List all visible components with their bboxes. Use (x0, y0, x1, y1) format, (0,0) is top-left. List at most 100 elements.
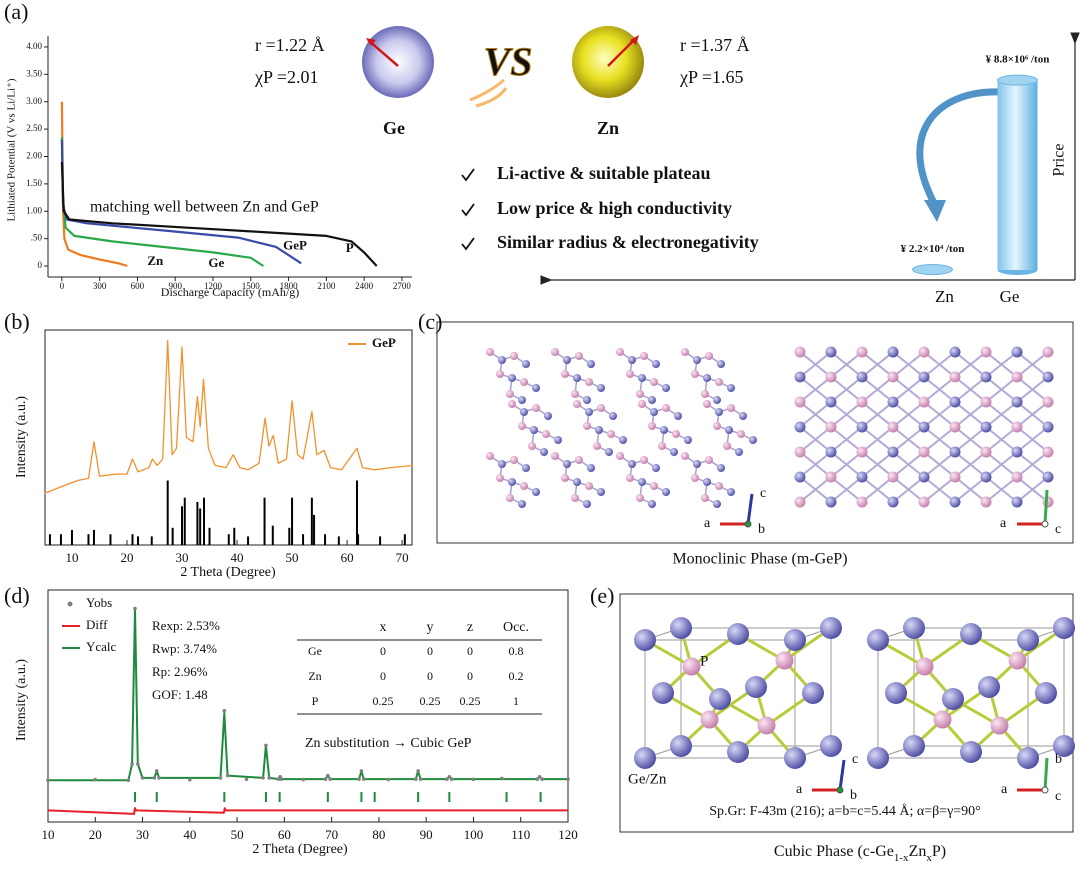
ge-atom (1011, 496, 1023, 508)
data-point (535, 777, 540, 781)
p-atom (949, 471, 961, 483)
data-point (126, 778, 131, 783)
ge-atom (563, 356, 571, 364)
arrow-head (366, 38, 376, 46)
ge-atom (794, 371, 806, 383)
ge-atom (634, 629, 656, 651)
ge-atom (518, 500, 526, 508)
ge-atom (508, 374, 516, 382)
p-atom (520, 482, 528, 490)
bond (892, 426, 925, 453)
table-cell: 0 (380, 669, 386, 683)
bond (1016, 426, 1049, 453)
data-point (328, 777, 333, 781)
zn-atom (572, 26, 644, 98)
ge-atom (648, 396, 656, 404)
table-cell: 0.25 (373, 694, 394, 708)
bond (1016, 401, 1049, 428)
data-point (267, 776, 272, 780)
data-point (447, 774, 452, 779)
series-line (47, 807, 568, 815)
data-point (154, 769, 159, 773)
data-point (471, 777, 476, 782)
bond (861, 426, 894, 453)
p-atom (496, 370, 504, 378)
bond (1016, 376, 1049, 403)
legend-label: Diff (86, 617, 108, 632)
p-atom (1011, 471, 1023, 483)
x-tick-label: 0 (60, 281, 65, 291)
data-point (225, 773, 230, 778)
x-tick-label: Zn (935, 287, 954, 306)
ge-atom (532, 384, 540, 392)
series-label: Zn (147, 253, 164, 268)
p-atom (691, 474, 699, 482)
data-point (449, 777, 454, 781)
element-electronegativity: χP =2.01 (254, 67, 318, 87)
element-radius: r =1.37 Å (680, 35, 750, 55)
table-header: Occ. (503, 620, 529, 635)
ge-atom (522, 464, 530, 472)
p-atom (856, 446, 868, 458)
x-tick-label: 110 (511, 827, 530, 842)
ge-atom (628, 460, 636, 468)
ge-atom (652, 682, 674, 704)
y-axis-label: Intensity (a.u.) (14, 659, 29, 741)
checklist-item: Li-active & suitable plateau (497, 163, 711, 183)
bond (861, 451, 894, 478)
ge-atom (978, 676, 1000, 698)
ge-atom (362, 26, 434, 98)
p-atom (593, 442, 601, 450)
data-point (140, 776, 145, 780)
ge-atom (638, 478, 646, 486)
axis-name: a (1001, 782, 1008, 797)
p-atom (682, 657, 701, 676)
p-atom (1042, 446, 1054, 458)
p-atom (703, 400, 711, 408)
x-axis-label: 2 Theta (Degree) (180, 565, 276, 580)
ge-atom (544, 412, 552, 420)
ge-atom (597, 384, 605, 392)
bond (985, 451, 1018, 478)
p-atom (701, 390, 709, 398)
ge-atom (662, 488, 670, 496)
y-axis-label: Lithiated Potential (V vs Li/Li⁺) (6, 78, 18, 221)
ge-atom (856, 471, 868, 483)
p-atom (980, 446, 992, 458)
data-point (418, 777, 423, 781)
table-cell: 0 (427, 669, 433, 683)
x-tick-label: 600 (131, 281, 145, 291)
ge-atom (949, 346, 961, 358)
ge-atom (674, 412, 682, 420)
atom-label: Ge/Zn (628, 771, 667, 787)
p-atom (949, 421, 961, 433)
ge-atom (662, 384, 670, 392)
p-atom (990, 716, 1009, 735)
bond (1016, 351, 1049, 378)
radius-arrow (367, 39, 399, 67)
p-atom (626, 474, 634, 482)
ge-atom (660, 426, 668, 434)
ge-atom (650, 408, 658, 416)
ge-atom (693, 460, 701, 468)
x-tick-label: 20 (120, 550, 133, 565)
p-atom (648, 422, 656, 430)
p-atom (918, 446, 930, 458)
ge-atom (802, 682, 824, 704)
p-atom (510, 352, 518, 360)
y-tick-label: .50 (31, 233, 43, 243)
legend-label: Yobs (86, 595, 112, 610)
table-note: Zn substitution → Cubic GeP (305, 736, 472, 751)
p-atom (640, 456, 648, 464)
table-header: y (427, 620, 434, 635)
ge-atom (745, 676, 767, 698)
ge-atom (670, 617, 692, 639)
axis-name: b (1055, 752, 1062, 767)
ge-atom (867, 747, 889, 769)
table-cell: 0 (467, 644, 473, 658)
x-tick-label: 10 (65, 550, 78, 565)
ge-atom (825, 396, 837, 408)
ge-atom (713, 396, 721, 404)
p-atom (705, 456, 713, 464)
p-atom (681, 452, 689, 460)
